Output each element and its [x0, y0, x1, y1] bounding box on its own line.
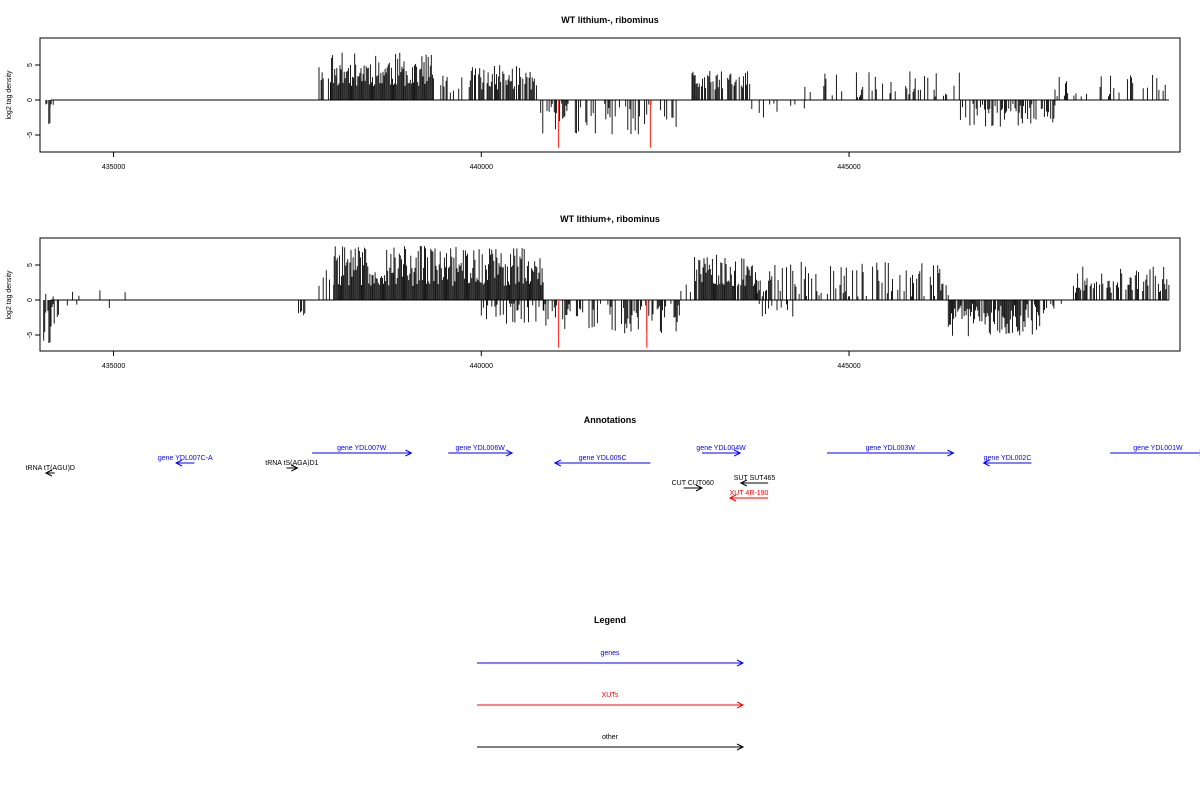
y-tick-label: 5 [27, 263, 34, 267]
legend-items: genes XUTs other [477, 650, 745, 751]
feature-label: tRNA tS(AGA)D1 [265, 460, 318, 467]
feature-label: CUT CUT060 [672, 480, 714, 487]
arrow-head [291, 464, 299, 472]
legend-title: Legend [594, 615, 626, 625]
arrow-head [947, 449, 955, 457]
arrow-head [739, 479, 748, 487]
feature-gene-ydl002c: gene YDL002C [982, 455, 1032, 467]
x-tick-label: 440000 [470, 363, 493, 370]
legend-label: genes [600, 650, 620, 657]
panel-lithium-minus: WT lithium-, ribominus log2 tag density … [6, 15, 1181, 171]
panel-lithium-plus: WT lithium+, ribominus log2 tag density … [6, 214, 1181, 370]
feature-label: gene YDL007W [337, 445, 387, 452]
arrow-head [405, 449, 413, 457]
feature-label: gene YDL002C [984, 455, 1032, 462]
density-bars [43, 246, 1170, 348]
x-tick-label: 445000 [837, 164, 860, 171]
y-tick-label: 5 [27, 63, 34, 67]
feature-sut-sut465: SUT SUT465 [734, 475, 776, 487]
arrow-head [44, 469, 53, 477]
annotations-title: Annotations [584, 415, 637, 425]
feature-label: tRNA tT(AGU)D [26, 465, 75, 472]
legend-item-genes: genes [477, 650, 745, 667]
feature-gene-ydl006w: gene YDL006W [448, 445, 514, 457]
x-tick-label: 440000 [470, 164, 493, 171]
plot-frame [39, 237, 1181, 352]
feature-cut-cut060: CUT CUT060 [672, 480, 714, 492]
x-tick-label: 435000 [102, 363, 125, 370]
x-tick-label: 435000 [102, 164, 125, 171]
feature-gene-ydl007c-a: gene YDL007C-A [158, 455, 213, 467]
feature-label: XUT 4R-190 [730, 490, 769, 497]
x-tick-label: 445000 [837, 363, 860, 370]
legend: Legend genes XUTs other [477, 615, 745, 751]
y-axis: -5 0 5 [27, 63, 40, 138]
x-axis: 435000 440000 445000 [102, 351, 861, 370]
arrow-head [505, 449, 514, 457]
y-tick-label: 0 [27, 298, 34, 302]
feature-label: gene YDL003W [866, 445, 916, 452]
y-axis-label: log2 tag density [6, 70, 13, 120]
arrow-head [736, 701, 745, 709]
plot-frame [39, 37, 1181, 153]
legend-label: other [602, 734, 619, 741]
y-axis-label: log2 tag density [6, 270, 13, 320]
feature-trna-tt-agu-d: tRNA tT(AGU)D [26, 465, 75, 477]
panel-title: WT lithium-, ribominus [561, 15, 659, 25]
y-axis: -5 0 5 [27, 263, 40, 338]
legend-label: XUTs [602, 692, 619, 699]
arrow-head [695, 484, 704, 492]
arrow-head [553, 459, 562, 467]
arrow-head [733, 449, 742, 457]
feature-gene-ydl007w: gene YDL007W [312, 445, 413, 457]
feature-label: gene YDL007C-A [158, 455, 213, 462]
feature-label: gene YDL004W [696, 445, 746, 452]
arrow-head [982, 459, 990, 467]
feature-trna-ts-aga-d1: tRNA tS(AGA)D1 [265, 460, 319, 472]
y-tick-label: -5 [27, 332, 34, 338]
feature-gene-ydl001w: gene YDL001W [1110, 445, 1200, 457]
feature-xut-4r-190: XUT 4R-190 [728, 490, 769, 502]
y-tick-label: -5 [27, 132, 34, 138]
arrow-head [728, 494, 737, 502]
feature-label: gene YDL001W [1133, 445, 1183, 452]
panel-title: WT lithium+, ribominus [560, 214, 660, 224]
feature-label: SUT SUT465 [734, 475, 776, 482]
feature-label: gene YDL005C [579, 455, 627, 462]
legend-item-xuts: XUTs [477, 692, 745, 709]
arrow-head [736, 743, 745, 751]
y-tick-label: 0 [27, 98, 34, 102]
legend-item-other: other [477, 734, 745, 751]
feature-gene-ydl005c: gene YDL005C [553, 455, 651, 467]
feature-list: gene YDL007C-A gene YDL007W gene YDL006W ge… [26, 445, 1200, 502]
feature-label: gene YDL006W [456, 445, 506, 452]
density-bars [45, 52, 1169, 148]
feature-gene-ydl003w: gene YDL003W [826, 445, 955, 457]
feature-gene-ydl004w: gene YDL004W [696, 445, 746, 457]
arrow-head [174, 459, 183, 467]
arrow-head [736, 659, 745, 667]
x-axis: 435000 440000 445000 [102, 152, 861, 171]
